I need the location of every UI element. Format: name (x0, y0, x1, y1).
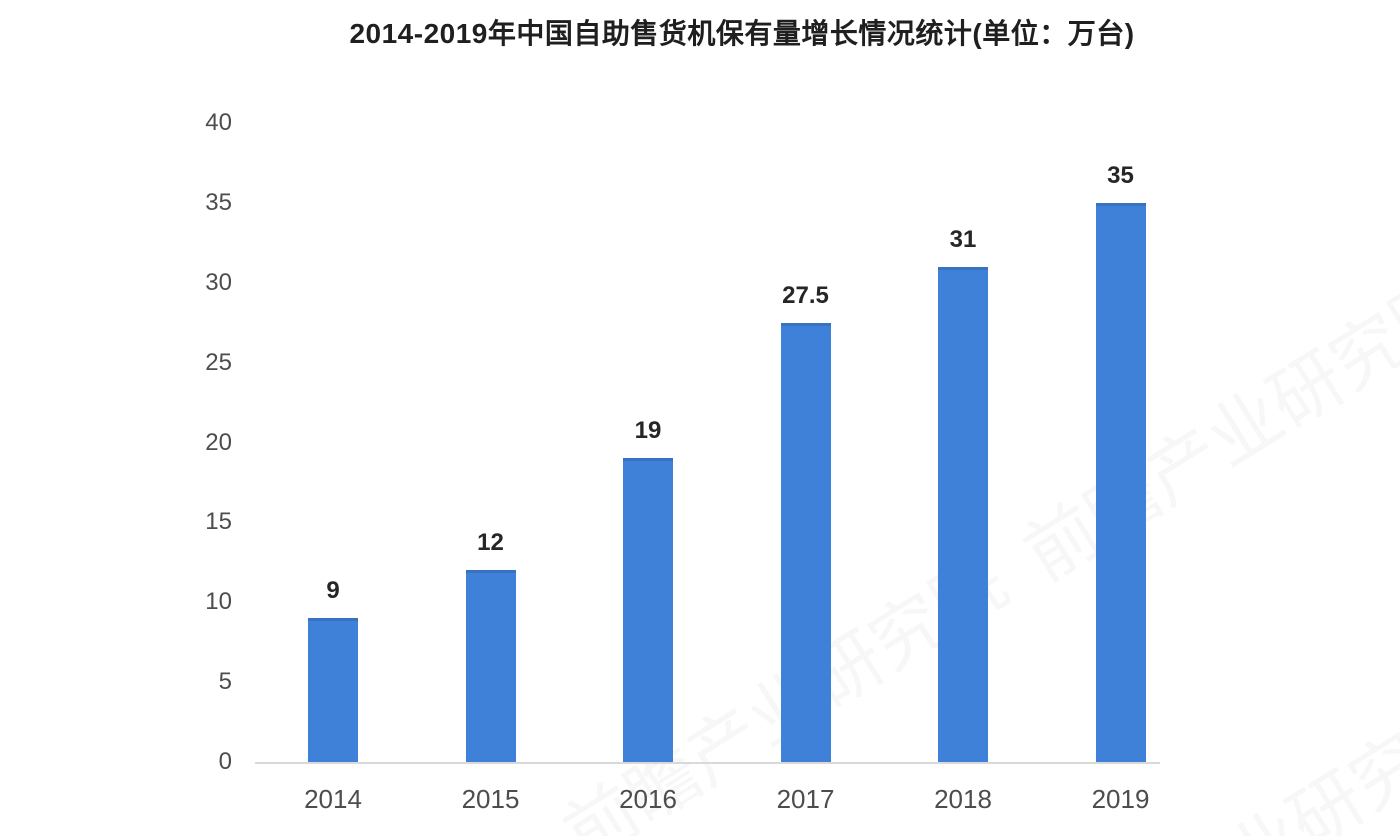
y-tick-label: 25 (205, 348, 232, 376)
bar-2016 (623, 458, 673, 762)
x-tick-label: 2016 (619, 784, 677, 814)
bar-2015 (465, 570, 516, 762)
y-tick-label: 30 (205, 268, 232, 296)
y-tick-label: 15 (205, 508, 232, 536)
bar-2018 (938, 266, 988, 762)
y-tick-label: 5 (218, 668, 232, 696)
y-tick-label: 0 (218, 748, 232, 775)
y-tick-label: 35 (205, 188, 232, 216)
bar-value-label: 19 (634, 417, 662, 445)
watermark: 前瞻产业研究院 (1011, 261, 1400, 597)
x-tick-label: 2014 (304, 784, 362, 814)
bar-value-label: 27.5 (782, 281, 829, 309)
x-axis-line (255, 762, 1160, 764)
x-tick-label: 2019 (1091, 784, 1150, 814)
bar-value-label: 9 (326, 577, 340, 605)
y-tick-label: 20 (205, 428, 232, 456)
y-tick-label: 40 (205, 109, 232, 136)
x-tick-label: 2017 (776, 784, 835, 814)
bar-value-label: 35 (1107, 161, 1134, 189)
bar-value-label: 12 (477, 529, 504, 557)
chart-title: 2014-2019年中国自助售货机保有量增长情况统计(单位：万台) (349, 18, 1135, 49)
bar-2019 (1095, 202, 1146, 762)
x-tick-label: 2015 (461, 784, 520, 814)
bar-2017 (780, 322, 831, 762)
y-tick-label: 10 (205, 588, 232, 616)
bar-2014 (308, 618, 358, 762)
bar-value-label: 31 (949, 225, 977, 253)
x-tick-label: 2018 (934, 784, 992, 814)
